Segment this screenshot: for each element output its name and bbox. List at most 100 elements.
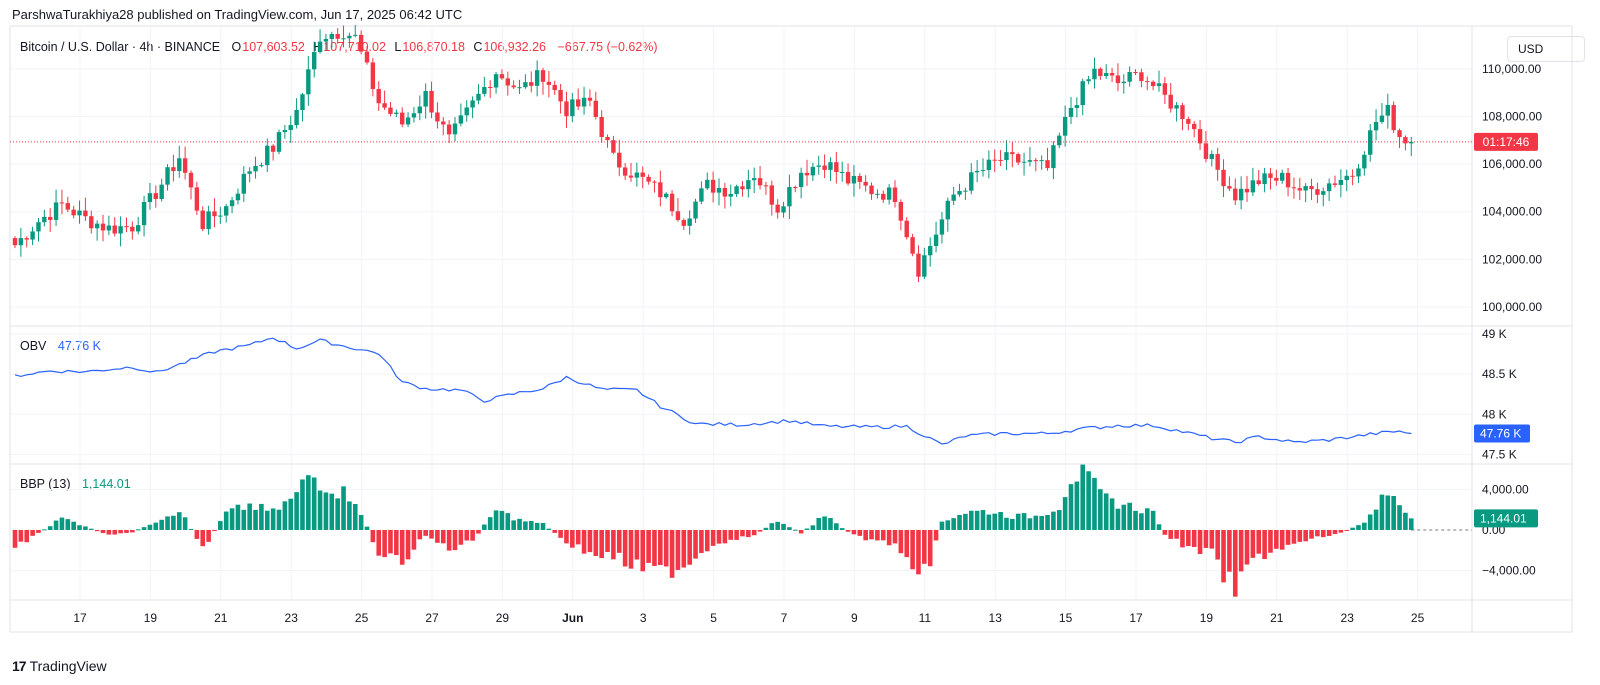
candle	[1209, 154, 1214, 159]
open-value: 107,603.52	[242, 40, 305, 54]
candle	[53, 202, 59, 220]
candle	[898, 201, 904, 221]
bbp-tick-label: 4,000.00	[1482, 482, 1529, 496]
candle	[429, 90, 434, 113]
candle	[1215, 154, 1220, 170]
bbp-name[interactable]: BBP (13)	[20, 477, 71, 491]
bbp-bar	[1291, 529, 1297, 544]
bbp-bar	[1156, 524, 1162, 530]
time-tick-label: 13	[989, 611, 1003, 625]
candle	[587, 97, 593, 101]
bbp-bar	[1379, 494, 1385, 530]
bbp-bar	[605, 529, 610, 553]
candle	[1156, 83, 1162, 87]
obv-tick-label: 47.5 K	[1482, 447, 1517, 461]
bbp-bar	[423, 529, 428, 536]
candle	[728, 193, 733, 197]
candle	[904, 220, 909, 238]
bbp-bar	[464, 529, 470, 541]
bbp-bar	[898, 529, 904, 554]
bbp-bar	[564, 529, 569, 544]
bbp-bar	[581, 529, 587, 554]
bbp-bar	[311, 477, 317, 530]
candle	[757, 178, 763, 186]
candle	[910, 237, 915, 254]
bbp-bar	[599, 529, 604, 559]
bbp-bar	[24, 529, 30, 543]
time-tick-label: 11	[919, 611, 932, 625]
bbp-last-label: 1,144.01	[1480, 511, 1527, 525]
candle	[1268, 173, 1273, 178]
bbp-bar	[1262, 529, 1267, 560]
candle	[241, 173, 246, 194]
candle	[177, 158, 182, 172]
bbp-bar	[1191, 529, 1197, 547]
candle	[1057, 135, 1062, 146]
candle	[1139, 72, 1144, 82]
bbp-bar	[417, 529, 423, 540]
symbol-title[interactable]: Bitcoin / U.S. Dollar · 4h · BINANCE	[20, 40, 221, 54]
candle	[875, 193, 880, 195]
bbp-bar	[1150, 510, 1156, 530]
candle	[886, 187, 892, 200]
bbp-bar	[77, 525, 82, 530]
bbp-bar	[1338, 529, 1344, 533]
time-tick-label: Jun	[562, 611, 583, 625]
candle	[581, 97, 587, 107]
candle	[259, 165, 264, 167]
candle	[218, 215, 223, 217]
bbp-bar	[218, 521, 223, 530]
bbp-bar	[517, 518, 522, 530]
bbp-bar	[658, 529, 663, 566]
candle	[312, 52, 317, 70]
candle	[851, 175, 857, 184]
price-tick-label: 108,000.00	[1482, 109, 1542, 123]
candle	[71, 209, 76, 216]
candle	[752, 178, 757, 181]
bbp-bar	[886, 529, 892, 546]
bbp-bar	[992, 513, 998, 530]
high-value: 107,710.02	[323, 40, 386, 54]
candle	[1409, 141, 1414, 144]
close-label: C	[473, 40, 483, 54]
candle	[622, 167, 628, 176]
candle	[288, 125, 293, 131]
open-label: O	[231, 40, 242, 54]
candle	[570, 99, 575, 117]
candle	[253, 165, 258, 172]
candle	[77, 210, 82, 216]
candle	[200, 210, 205, 230]
candle	[1016, 154, 1021, 163]
candle	[112, 225, 117, 234]
price-tick-label: 102,000.00	[1482, 252, 1542, 266]
candle	[405, 117, 411, 125]
candle	[576, 99, 581, 107]
candle	[928, 246, 933, 256]
candle	[1379, 115, 1385, 122]
candle	[118, 226, 123, 234]
bbp-bar	[1039, 516, 1044, 530]
bbp-bar	[470, 529, 475, 541]
bbp-bar	[728, 529, 734, 540]
bbp-bar	[892, 529, 898, 544]
bbp-bar	[822, 516, 827, 530]
candle	[634, 172, 640, 178]
bbp-bar	[1309, 529, 1314, 539]
candle	[992, 159, 997, 161]
obv-name[interactable]: OBV	[20, 339, 47, 353]
bbp-bar	[722, 529, 728, 544]
bbp-bar	[194, 529, 200, 539]
bbp-bar	[575, 529, 581, 545]
time-tick-label: 19	[1200, 611, 1214, 625]
bbp-bar	[546, 528, 552, 530]
candle	[18, 238, 24, 246]
bbp-bar	[435, 529, 440, 543]
bbp-bar	[1021, 513, 1027, 530]
candle	[523, 82, 528, 88]
candle	[341, 38, 346, 40]
bbp-bar	[276, 509, 282, 530]
bbp-bar	[1385, 495, 1391, 530]
candle	[388, 107, 393, 114]
bbp-bar	[1373, 509, 1379, 530]
